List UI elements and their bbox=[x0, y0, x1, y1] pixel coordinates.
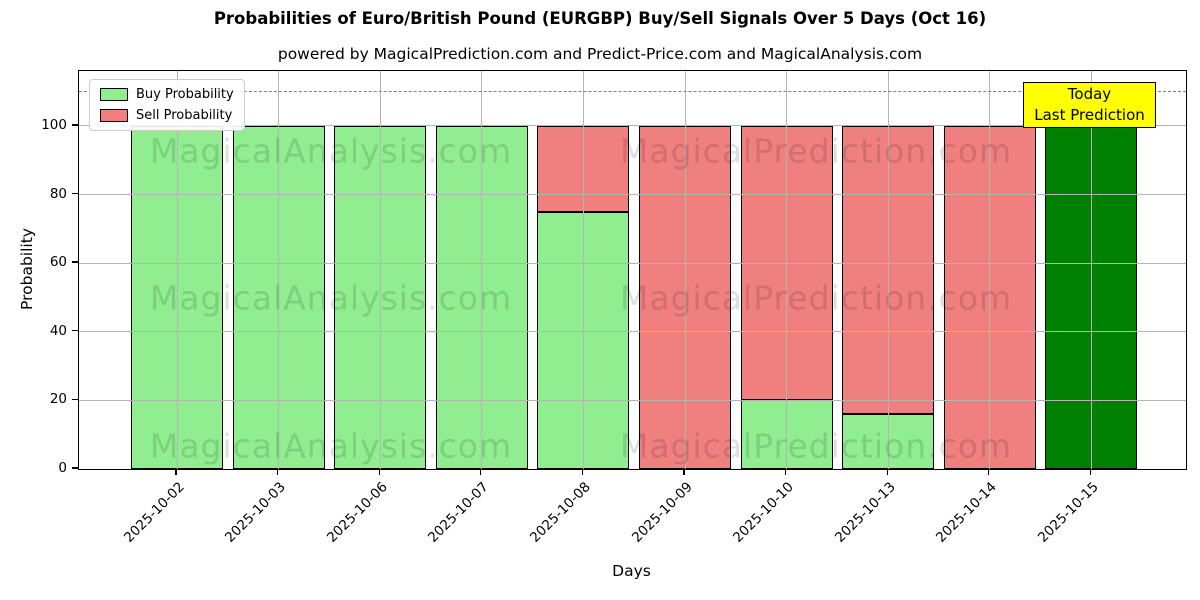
watermark-text: MagicalAnalysis.com bbox=[149, 426, 513, 466]
legend-item-buy: Buy Probability bbox=[100, 87, 234, 102]
legend: Buy Probability Sell Probability bbox=[89, 79, 245, 131]
y-tick-label: 0 bbox=[58, 460, 67, 476]
legend-item-sell: Sell Probability bbox=[100, 108, 234, 123]
y-tick-label: 80 bbox=[49, 185, 67, 202]
gridline-vertical bbox=[989, 71, 991, 469]
x-tick-mark bbox=[276, 469, 279, 475]
x-axis-title: Days bbox=[612, 562, 651, 580]
gridline-horizontal bbox=[79, 262, 1186, 264]
watermark-text: MagicalPrediction.com bbox=[619, 278, 1013, 318]
annotation-line: Today bbox=[1067, 84, 1112, 103]
gridline-vertical bbox=[379, 71, 381, 469]
sell-swatch-icon bbox=[100, 109, 128, 122]
y-tick-mark bbox=[72, 330, 78, 332]
threshold-dashed-line bbox=[79, 90, 1186, 92]
x-tick-label: 2025-10-07 bbox=[425, 479, 493, 546]
gridline-horizontal bbox=[79, 399, 1186, 401]
x-tick-label: 2025-10-08 bbox=[526, 479, 594, 546]
gridline-horizontal bbox=[79, 331, 1186, 333]
x-tick-mark bbox=[1089, 469, 1092, 475]
x-tick-label: 2025-10-13 bbox=[831, 479, 899, 546]
annotation-line: Last Prediction bbox=[1034, 106, 1145, 124]
y-tick-mark bbox=[72, 398, 78, 401]
x-tick-mark bbox=[886, 469, 888, 475]
gridline-vertical bbox=[278, 71, 280, 469]
y-tick-label: 40 bbox=[49, 322, 67, 339]
y-axis-title: Probability bbox=[18, 228, 36, 310]
gridline-horizontal bbox=[79, 125, 1186, 127]
gridline-vertical bbox=[684, 71, 686, 469]
y-axis: 0 20 40 60 80 100 bbox=[0, 70, 78, 476]
legend-label: Sell Probability bbox=[136, 108, 233, 123]
buy-swatch-icon bbox=[100, 88, 128, 101]
watermark-text: MagicalAnalysis.com bbox=[149, 278, 513, 318]
watermark-text: MagicalPrediction.com bbox=[619, 131, 1013, 171]
x-tick-label: 2025-10-03 bbox=[222, 479, 289, 546]
x-tick-label: 2025-10-10 bbox=[730, 479, 797, 546]
x-tick-mark bbox=[988, 469, 990, 475]
chart-title: Probabilities of Euro/British Pound (EUR… bbox=[213, 9, 987, 28]
gridline-vertical bbox=[582, 71, 584, 469]
y-tick-label: 20 bbox=[49, 391, 67, 408]
y-tick-mark bbox=[72, 261, 78, 263]
y-tick-label: 60 bbox=[49, 254, 67, 271]
gridline-vertical bbox=[1090, 71, 1092, 469]
x-tick-label: 2025-10-14 bbox=[933, 479, 1001, 546]
gridline-vertical bbox=[481, 71, 483, 469]
watermark-text: MagicalAnalysis.com bbox=[149, 131, 513, 171]
x-tick-label: 2025-10-15 bbox=[1034, 479, 1102, 546]
gridline-vertical bbox=[887, 71, 889, 469]
y-tick-label: 100 bbox=[41, 116, 67, 133]
x-tick-mark bbox=[378, 469, 380, 475]
chart-subtitle: powered by MagicalPrediction.com and Pre… bbox=[277, 45, 923, 63]
x-tick-label: 2025-10-09 bbox=[628, 479, 696, 546]
x-tick-label: 2025-10-06 bbox=[323, 479, 391, 546]
x-tick-mark bbox=[683, 469, 685, 475]
legend-label: Buy Probability bbox=[136, 87, 234, 102]
gridline-vertical bbox=[176, 71, 178, 469]
x-tick-mark bbox=[784, 469, 787, 475]
x-tick-mark bbox=[581, 469, 584, 475]
y-tick-mark bbox=[72, 467, 78, 469]
watermark-text: MagicalPrediction.com bbox=[619, 426, 1013, 466]
x-tick-mark bbox=[175, 469, 177, 475]
y-tick-mark bbox=[72, 124, 78, 126]
today-annotation: Today Last Prediction bbox=[1023, 82, 1156, 128]
gridline-vertical bbox=[786, 71, 788, 469]
gridline-horizontal bbox=[79, 194, 1186, 196]
x-tick-mark bbox=[480, 469, 482, 475]
plot-area: MagicalAnalysis.com MagicalPrediction.co… bbox=[78, 70, 1187, 470]
x-tick-label: 2025-10-02 bbox=[120, 479, 188, 546]
y-tick-mark bbox=[72, 192, 78, 195]
x-axis: 2025-10-02 2025-10-03 2025-10-06 2025-10-07… bbox=[78, 468, 1185, 588]
